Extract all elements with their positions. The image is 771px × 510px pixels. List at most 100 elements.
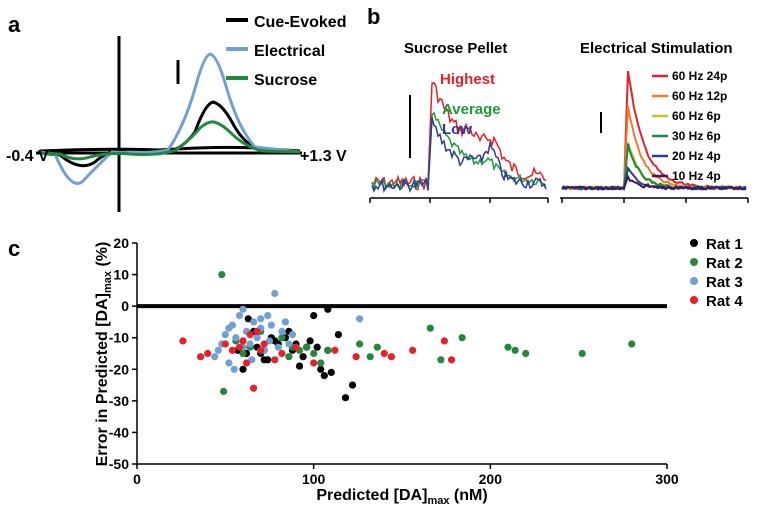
point-rat-4-13 [292, 343, 300, 351]
point-rat-4-15 [331, 346, 339, 354]
point-rat-1-14 [299, 353, 307, 361]
y-tick-label-0: 20 [113, 235, 129, 251]
point-rat-2-18 [504, 343, 512, 351]
point-rat-4-16 [352, 353, 360, 361]
point-rat-3-10 [246, 340, 254, 348]
y-tick-label-3: -10 [109, 330, 129, 346]
point-rat-1-24 [341, 394, 350, 402]
legend-marker-rat-4 [690, 296, 698, 304]
point-rat-4-6 [246, 331, 254, 339]
panel-b-right-ticks [561, 198, 749, 203]
y-axis-title-main: Error in Predicted [DA] [94, 293, 111, 466]
panel-b-left-ticks [369, 198, 549, 203]
point-rat-4-17 [380, 349, 388, 358]
point-rat-2-10 [310, 349, 318, 358]
legend-label-rat-1: Rat 1 [706, 236, 743, 253]
point-rat-1-19 [317, 365, 325, 373]
point-rat-4-4 [228, 346, 236, 354]
sucrose-trace [39, 120, 301, 161]
point-rat-3-22 [288, 331, 297, 339]
point-rat-3-4 [225, 359, 233, 367]
point-rat-1-25 [348, 381, 357, 389]
y-axis-title-sub: max [102, 270, 114, 293]
point-rat-3-16 [267, 321, 275, 329]
point-rat-1-13 [295, 362, 304, 370]
point-rat-3-8 [239, 305, 247, 313]
legend-label-sucrose: Sucrose [254, 72, 317, 89]
stim-legend-label-5: 10 Hz 4p [672, 169, 721, 183]
point-rat-3-12 [253, 334, 261, 342]
x-axis-title-sub: max [427, 495, 450, 507]
point-rat-3-15 [264, 312, 272, 320]
y-tick-label-6: -40 [109, 424, 129, 440]
average-trace [371, 111, 547, 191]
data-points [179, 271, 636, 402]
legend-marker-rat-1 [690, 239, 698, 247]
point-rat-3-21 [285, 340, 293, 348]
legend-marker-rat-3 [690, 277, 698, 285]
point-rat-2-16 [437, 356, 445, 364]
point-rat-4-19 [409, 346, 417, 354]
point-rat-2-21 [578, 349, 586, 358]
point-rat-4-10 [260, 340, 268, 348]
point-rat-2-12 [324, 346, 332, 354]
stim-legend-label-1: 60 Hz 12p [672, 89, 727, 103]
point-rat-2-11 [317, 359, 325, 367]
point-rat-4-5 [239, 337, 247, 345]
panel-a-letter: a [8, 12, 21, 37]
point-rat-2-9 [303, 343, 311, 351]
x-axis-title: Predicted [DA]max (nM) [316, 487, 487, 507]
sucrose-pellet-traces: Highest Average Low [369, 71, 549, 203]
legend-label-rat-3: Rat 3 [706, 274, 743, 291]
point-rat-3-7 [235, 312, 244, 320]
y-tick-label-5: -30 [109, 393, 129, 409]
y-tick-label-1: 10 [113, 267, 129, 283]
point-rat-4-0 [179, 337, 187, 345]
point-rat-2-6 [278, 334, 286, 342]
point-rat-3-18 [274, 343, 282, 351]
point-rat-1-26 [264, 356, 272, 364]
point-rat-4-12 [278, 349, 286, 358]
point-rat-2-3 [239, 349, 247, 358]
x-tick-label-3: 300 [655, 471, 679, 487]
point-rat-3-26 [265, 337, 274, 345]
panel-a-right-voltage-label: +1.3 V [300, 148, 347, 165]
point-rat-2-7 [285, 353, 293, 361]
point-rat-1-18 [313, 343, 321, 351]
point-rat-2-17 [458, 334, 466, 342]
point-rat-2-14 [373, 343, 381, 351]
x-tick-label-0: 0 [133, 471, 141, 487]
point-rat-4-7 [250, 384, 258, 392]
highest-label: Highest [440, 71, 495, 88]
point-rat-4-2 [204, 349, 212, 358]
y-tick-label-2: 0 [121, 298, 129, 314]
stim-legend-label-3: 30 Hz 6p [672, 129, 721, 143]
panel-a-voltammogram: Cue-Evoked Electrical Sucrose -0.4 V +1.… [6, 14, 347, 212]
point-rat-3-23 [356, 315, 364, 323]
electrical-stimulation-traces: 60 Hz 24p 60 Hz 12p 60 Hz 6p 30 Hz 6p 20… [560, 69, 749, 203]
point-rat-1-22 [327, 368, 335, 376]
point-rat-2-1 [220, 387, 228, 395]
point-rat-1-17 [310, 312, 318, 320]
panel-a-left-voltage-label: -0.4 V [6, 148, 49, 165]
panel-b-left-title: Sucrose Pellet [404, 40, 507, 57]
point-rat-4-11 [271, 356, 279, 364]
point-rat-3-11 [250, 318, 258, 326]
y-axis-title: Error in Predicted [DA]max (%) [94, 242, 114, 467]
x-axis-title-main: Predicted [DA] [316, 487, 427, 504]
point-rat-3-1 [214, 346, 222, 354]
stim-legend-label-0: 60 Hz 24p [672, 69, 727, 83]
highest-trace [371, 82, 547, 191]
cue-evoked-trace [39, 100, 301, 168]
low-label: Low [442, 121, 472, 138]
x-axis-ticks: 0 100 200 300 [133, 464, 679, 487]
point-rat-3-20 [281, 318, 289, 326]
legend-label-cue-evoked: Cue-Evoked [254, 14, 346, 31]
legend-label-electrical: Electrical [254, 43, 325, 60]
point-rat-3-6 [232, 334, 240, 342]
electrical-trace [39, 52, 301, 185]
x-tick-label-1: 100 [302, 471, 326, 487]
y-tick-label-4: -20 [109, 361, 129, 377]
